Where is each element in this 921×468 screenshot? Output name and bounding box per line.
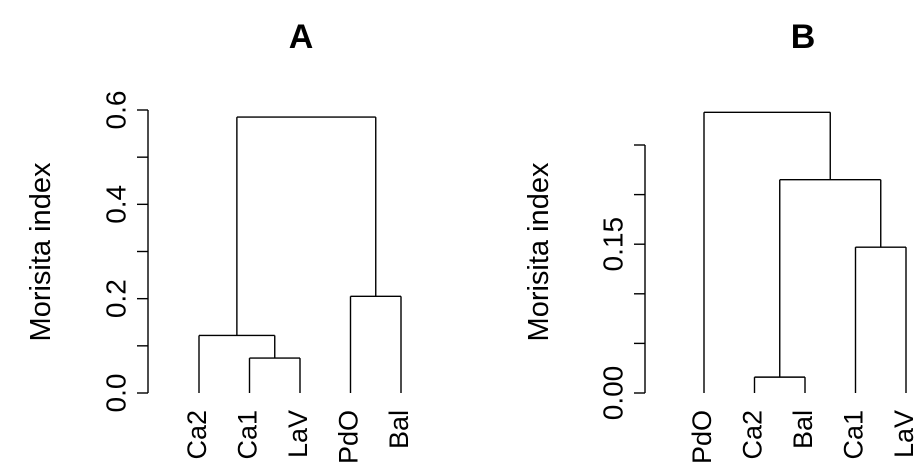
y-tick-label: 0.2 (100, 279, 131, 318)
y-axis-label: Morisita index (25, 162, 57, 341)
y-tick-label: 0.0 (100, 374, 131, 413)
leaf-label: Bal (788, 410, 818, 449)
leaf-label: Ca2 (738, 410, 768, 460)
leaf-label: LaV (889, 410, 919, 458)
panel-title: B (791, 18, 816, 56)
leaf-label: PdO (334, 410, 364, 464)
y-tick-label: 0.4 (100, 185, 131, 224)
leaf-label: PdO (687, 410, 717, 464)
y-tick-label: 0.6 (100, 91, 131, 130)
y-axis-label: Morisita index (523, 162, 555, 341)
leaf-label: Ca1 (839, 410, 869, 460)
panel-b: B Morisita index 0.00 0.15 PdO Ca2 Bal Ca1 LaV (523, 18, 919, 464)
leaf-label: Ca1 (233, 410, 263, 460)
y-tick-label: 0.00 (597, 366, 628, 421)
leaf-label: Ca2 (182, 410, 212, 460)
panel-title: A (289, 18, 314, 56)
leaf-label: LaV (283, 410, 313, 458)
leaf-label: Bal (384, 410, 414, 449)
y-tick-label: 0.15 (597, 217, 628, 272)
panel-a: A Morisita index 0.0 0.2 0.4 0.6 Ca2 Ca1 LaV PdO B… (25, 18, 414, 464)
